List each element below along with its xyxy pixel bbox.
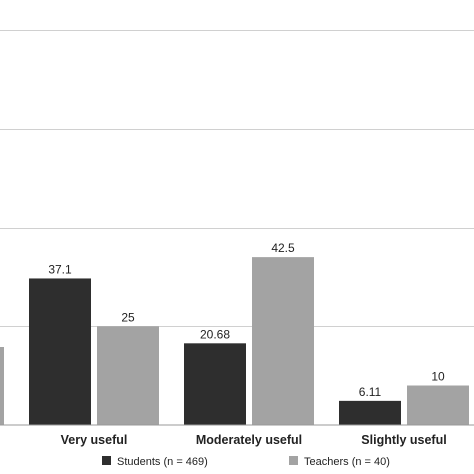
bar [407, 385, 469, 425]
data-label: 6.11 [359, 385, 382, 399]
bars: 37.1 25 20.68 42.5 6.11 10 [29, 241, 469, 425]
bar [252, 257, 314, 425]
bar [97, 326, 159, 425]
data-label: 42.5 [271, 241, 295, 255]
data-label: 37.1 [48, 262, 72, 276]
gridlines [0, 30, 474, 327]
partial-bar-left-edge [0, 347, 4, 425]
category-label: Very useful [61, 433, 128, 447]
bar [29, 278, 91, 425]
legend-label-students: Students (n = 469) [117, 456, 208, 468]
bar [184, 343, 246, 425]
legend-label-teachers: Teachers (n = 40) [304, 456, 390, 468]
category-label: Slightly useful [361, 433, 446, 447]
bar [339, 400, 401, 425]
legend-swatch-students [102, 456, 111, 465]
category-label: Moderately useful [196, 433, 302, 447]
legend-swatch-teachers [289, 456, 298, 465]
data-label: 20.68 [200, 327, 230, 341]
data-label: 25 [121, 310, 135, 324]
data-label: 10 [431, 370, 445, 384]
legend: Students (n = 469) Teachers (n = 40) [102, 456, 390, 468]
category-labels: Very useful Moderately useful Slightly use… [61, 433, 447, 447]
